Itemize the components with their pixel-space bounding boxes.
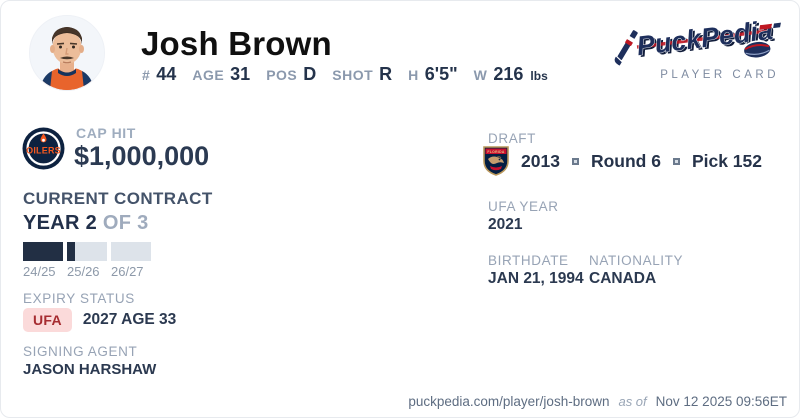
stat-age: AGE 31	[192, 64, 250, 85]
expiry-status-value: 2027 AGE 33	[82, 311, 177, 328]
profile-url-link[interactable]: puckpedia.com/player/josh-brown	[408, 394, 610, 409]
separator-square-icon	[672, 157, 680, 165]
player-card-subtitle: PLAYER CARD	[660, 69, 779, 81]
contract-progress-bar	[23, 242, 151, 261]
stat-position-label: POS	[266, 67, 298, 83]
stat-shot-value: R	[379, 64, 393, 84]
ufa-status-badge: UFA	[23, 308, 72, 332]
contract-year-line: YEAR 2 OF 3	[23, 212, 149, 235]
puckpedia-logo-icon: PuckPedia PuckPedia	[613, 14, 781, 68]
season-segment	[111, 242, 151, 261]
cap-hit-label: CAP HIT	[76, 125, 136, 141]
player-photo	[29, 15, 105, 91]
stat-shot-label: SHOT	[332, 67, 374, 83]
birthdate-value: JAN 21, 1994	[488, 270, 584, 287]
stat-weight-label: W	[473, 67, 488, 83]
birthdate-label: BIRTHDATE	[488, 253, 569, 268]
stat-height: H 6'5"	[408, 64, 457, 85]
stat-height-label: H	[408, 67, 419, 83]
expiry-status-row: UFA 2027 AGE 33	[23, 308, 176, 332]
stat-number-value: 44	[156, 64, 177, 84]
stat-weight-value: 216	[493, 64, 524, 84]
ufa-year-label: UFA YEAR	[488, 199, 559, 214]
contract-year-of: OF 3	[102, 212, 149, 234]
oilers-team-logo: OILERS	[22, 127, 65, 170]
draft-round: Round 6	[590, 150, 661, 171]
signing-agent-value: JASON HARSHAW	[23, 361, 157, 378]
nationality-label: NATIONALITY	[589, 253, 684, 268]
stat-height-value: 6'5"	[424, 64, 458, 84]
contract-year-current: YEAR 2	[23, 212, 98, 234]
stat-shot: SHOT R	[332, 64, 392, 85]
expiry-status-label: EXPIRY STATUS	[23, 291, 135, 306]
player-stats-row: # 44 AGE 31 POS D SHOT R H 6'5" W 216 lb…	[142, 64, 548, 85]
stat-age-value: 31	[230, 64, 251, 84]
timestamp: Nov 12 2025 09:56ET	[655, 394, 787, 409]
signing-agent-label: SIGNING AGENT	[23, 344, 138, 359]
season-segment	[67, 242, 107, 261]
nationality-value: CANADA	[589, 270, 657, 287]
draft-row: FLORIDA 2013 Round 6 Pick 152	[483, 146, 762, 176]
ufa-year-value: 2021	[488, 216, 523, 233]
stat-position: POS D	[266, 64, 316, 85]
cap-hit-value: $1,000,000	[74, 141, 210, 171]
season-label: 25/26	[67, 264, 100, 279]
svg-text:FLORIDA: FLORIDA	[487, 150, 504, 154]
oilers-logo-icon: OILERS	[22, 127, 65, 170]
stat-age-label: AGE	[192, 67, 225, 83]
season-label: 26/27	[111, 264, 144, 279]
player-name: Josh Brown	[141, 25, 332, 62]
stat-number-label: #	[142, 67, 151, 83]
season-labels: 24/25 25/26 26/27	[23, 264, 155, 279]
current-contract-title: CURRENT CONTRACT	[23, 189, 213, 208]
stat-weight-suffix: lbs	[530, 69, 548, 83]
season-label: 24/25	[23, 264, 56, 279]
separator-square-icon	[571, 157, 579, 165]
draft-pick: Pick 152	[691, 150, 762, 171]
draft-year: 2013	[521, 150, 560, 171]
stat-number: # 44	[142, 64, 176, 85]
as-of-label: as of	[618, 394, 647, 409]
player-photo-image	[30, 16, 104, 90]
stat-position-value: D	[303, 64, 317, 84]
stat-weight: W 216 lbs	[474, 64, 548, 85]
svg-text:OILERS: OILERS	[26, 146, 61, 156]
draft-label: DRAFT	[488, 131, 536, 146]
panthers-logo-icon: FLORIDA	[483, 146, 509, 176]
season-segment	[23, 242, 63, 261]
footer-source-line: puckpedia.com/player/josh-brown as of No…	[408, 394, 787, 409]
puckpedia-logo: PuckPedia PuckPedia	[607, 14, 787, 74]
